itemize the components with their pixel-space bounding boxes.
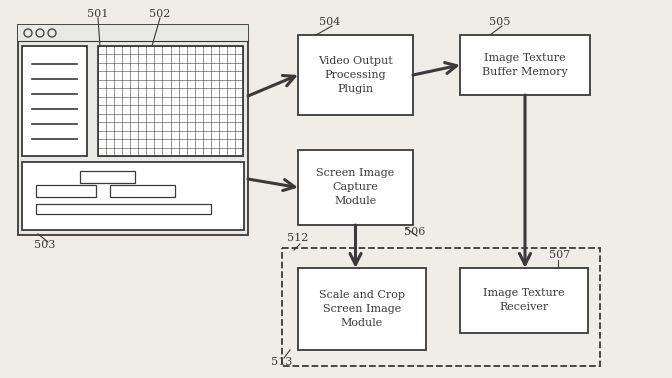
Bar	[18, 25, 248, 235]
Bar	[98, 46, 243, 156]
Bar	[110, 185, 175, 197]
Bar	[36, 185, 96, 197]
Text: 513: 513	[271, 357, 293, 367]
Text: 505: 505	[489, 17, 511, 27]
Text: 504: 504	[319, 17, 341, 27]
Text: Image Texture
Buffer Memory: Image Texture Buffer Memory	[482, 53, 568, 77]
Text: 506: 506	[405, 227, 425, 237]
Bar	[298, 35, 413, 115]
Bar	[22, 46, 87, 156]
Bar	[18, 25, 248, 41]
Text: 501: 501	[87, 9, 109, 19]
Text: Video Output
Processing
Plugin: Video Output Processing Plugin	[318, 56, 393, 94]
Text: 512: 512	[288, 233, 308, 243]
Bar	[80, 171, 135, 183]
Text: 507: 507	[550, 250, 571, 260]
Text: 502: 502	[149, 9, 171, 19]
Bar	[22, 162, 244, 230]
Bar	[460, 35, 590, 95]
Text: 503: 503	[34, 240, 56, 250]
Text: Screen Image
Capture
Module: Screen Image Capture Module	[317, 169, 394, 206]
Bar	[298, 150, 413, 225]
Bar	[460, 268, 588, 333]
Text: Scale and Crop
Screen Image
Module: Scale and Crop Screen Image Module	[319, 290, 405, 328]
Bar	[298, 268, 426, 350]
Bar	[282, 248, 600, 366]
Text: Image Texture
Receiver: Image Texture Receiver	[483, 288, 564, 313]
Bar	[36, 204, 211, 214]
